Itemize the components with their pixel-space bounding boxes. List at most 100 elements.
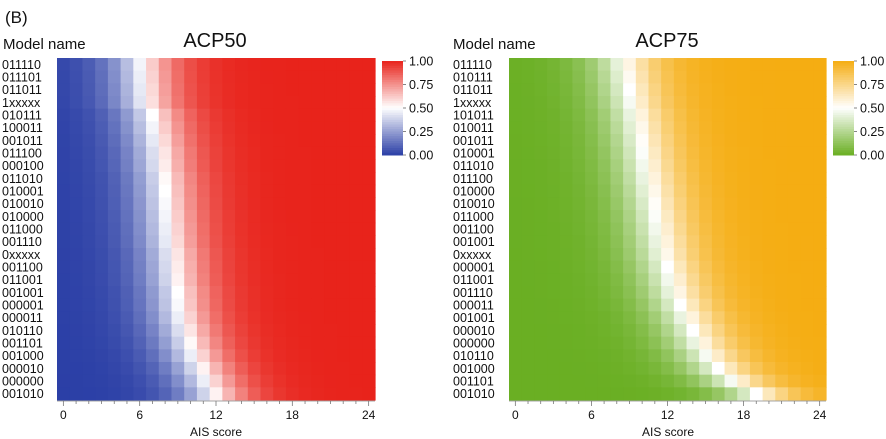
heatmap-cell — [362, 273, 376, 287]
heatmap-cell — [572, 121, 586, 135]
heatmap-cell — [775, 374, 789, 388]
heatmap-cell — [107, 260, 122, 274]
heatmap-cell — [572, 248, 586, 262]
heatmap-cell — [107, 222, 122, 236]
heatmap-cell — [724, 108, 738, 122]
heatmap-cell — [547, 273, 561, 287]
heatmap-cell — [737, 374, 751, 388]
row-label: 010000 — [453, 185, 495, 199]
colorbar-segment — [833, 63, 854, 67]
heatmap-cell — [724, 222, 738, 236]
heatmap-cell — [95, 70, 109, 84]
heatmap-cell — [107, 362, 122, 376]
heatmap-cell — [146, 311, 160, 325]
heatmap-cell — [813, 121, 827, 135]
heatmap-cell — [184, 197, 198, 211]
heatmap-cell — [196, 273, 211, 287]
heatmap-cell — [749, 324, 764, 338]
heatmap-cell — [534, 336, 548, 350]
row-label: 011001 — [2, 273, 43, 287]
heatmap-cell — [311, 349, 325, 363]
heatmap-cell — [775, 387, 789, 401]
heatmap-cell — [762, 134, 776, 148]
heatmap-cell — [572, 184, 586, 198]
heatmap-cell — [57, 96, 71, 110]
heatmap-cell — [171, 298, 185, 312]
heatmap-cell — [635, 70, 650, 84]
heatmap-cell — [209, 235, 223, 249]
heatmap-cell — [762, 349, 776, 363]
heatmap-cell — [572, 197, 586, 211]
heatmap-cell — [107, 387, 122, 401]
heatmap-cell — [196, 374, 211, 388]
heatmap-cell — [336, 349, 351, 363]
heatmap-cell — [585, 362, 599, 376]
heatmap-cell — [623, 172, 637, 186]
heatmap-cell — [311, 83, 325, 97]
heatmap-cell — [534, 210, 548, 224]
heatmap-cell — [800, 96, 814, 110]
heatmap-cell — [298, 172, 312, 186]
heatmap-cell — [699, 134, 713, 148]
heatmap-cell — [133, 159, 147, 173]
heatmap-cell — [260, 58, 274, 72]
colorbar-segment — [382, 65, 403, 69]
heatmap-cell — [648, 184, 662, 198]
heatmap-cell — [749, 134, 764, 148]
heatmap-cell — [648, 286, 662, 300]
heatmap-cell — [209, 273, 223, 287]
heatmap-cell — [597, 374, 612, 388]
row-label: 010111 — [453, 71, 493, 85]
heatmap-cell — [285, 146, 300, 160]
heatmap-cell — [787, 210, 802, 224]
heatmap-cell — [184, 222, 198, 236]
heatmap-cell — [146, 197, 160, 211]
heatmap-cell — [534, 362, 548, 376]
heatmap-cell — [559, 349, 573, 363]
heatmap-cell — [775, 286, 789, 300]
colorbar-segment — [382, 105, 403, 109]
heatmap-cell — [648, 311, 662, 325]
heatmap-cell — [800, 336, 814, 350]
heatmap-cell — [711, 286, 726, 300]
colorbar-segment — [833, 126, 854, 130]
heatmap-cell — [107, 96, 122, 110]
row-label: 001110 — [453, 286, 493, 300]
heatmap-cell — [762, 311, 776, 325]
heatmap-cell — [247, 210, 262, 224]
heatmap-cell — [171, 172, 185, 186]
heatmap-cell — [724, 58, 738, 72]
heatmap-cell — [673, 70, 688, 84]
heatmap-cells-acp75 — [509, 58, 827, 401]
heatmap-cell — [597, 146, 612, 160]
heatmap-cell — [559, 387, 573, 401]
heatmap-cell — [686, 336, 700, 350]
heatmap-cell — [749, 70, 764, 84]
row-label: 001100 — [453, 223, 494, 237]
heatmap-cell — [749, 248, 764, 262]
colorbar-segment — [382, 86, 403, 90]
heatmap-cell — [775, 336, 789, 350]
row-label: 000001 — [2, 299, 44, 313]
heatmap-cell — [547, 298, 561, 312]
heatmap-cell — [813, 58, 827, 72]
heatmap-cell — [648, 197, 662, 211]
heatmap-cell — [260, 172, 274, 186]
heatmap-cell — [95, 362, 109, 376]
heatmap-cell — [610, 273, 624, 287]
heatmap-cell — [648, 159, 662, 173]
heatmap-cell — [724, 324, 738, 338]
heatmap-cell — [509, 121, 523, 135]
heatmap-cell — [559, 273, 573, 287]
heatmap-cell — [724, 374, 738, 388]
heatmap-cell — [336, 146, 351, 160]
heatmap-cell — [82, 248, 96, 262]
heatmap-cell — [686, 324, 700, 338]
heatmap-cell — [222, 235, 236, 249]
colorbar-segment — [382, 126, 403, 130]
heatmap-cell — [610, 349, 624, 363]
heatmap-cell — [69, 248, 84, 262]
heatmap-cell — [813, 184, 827, 198]
heatmap-cell — [349, 235, 363, 249]
heatmap-cell — [158, 197, 173, 211]
